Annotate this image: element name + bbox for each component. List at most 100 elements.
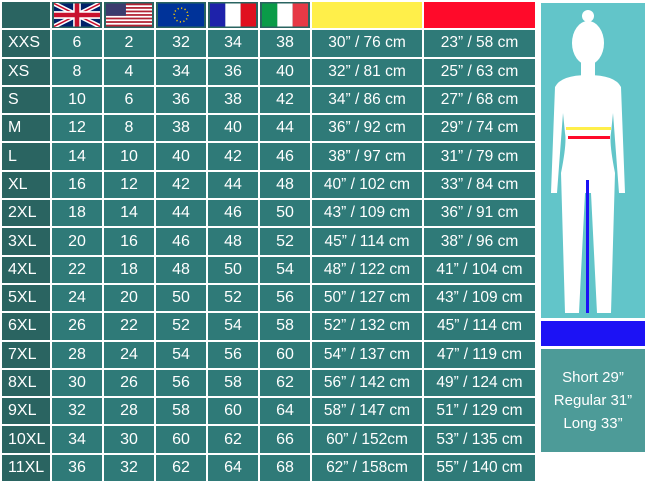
cell-size: S	[2, 86, 50, 114]
cell-eu: 56	[156, 369, 206, 397]
cell-chest: 52” / 132 cm	[312, 313, 422, 340]
cell-it: 48	[260, 171, 310, 199]
cell-us: 22	[104, 313, 154, 340]
cell-eu: 34	[156, 58, 206, 85]
cell-uk: 30	[52, 369, 102, 397]
cell-size: 5XL	[2, 284, 50, 312]
cell-waist: 45” / 114 cm	[424, 313, 535, 340]
cell-size: 2XL	[2, 200, 50, 227]
cell-uk: 16	[52, 171, 102, 199]
cell-us: 30	[104, 426, 154, 453]
cell-uk: 28	[52, 341, 102, 368]
cell-waist: 29” / 74 cm	[424, 115, 535, 142]
cell-waist: 51” / 129 cm	[424, 398, 535, 425]
cell-us: 26	[104, 369, 154, 397]
cell-fr: 36	[208, 58, 258, 85]
waist-color-header	[424, 2, 535, 29]
uk-flag-icon	[52, 2, 102, 29]
cell-eu: 52	[156, 313, 206, 340]
cell-fr: 42	[208, 143, 258, 170]
cell-chest: 40” / 102 cm	[312, 171, 422, 199]
cell-us: 14	[104, 200, 154, 227]
cell-uk: 34	[52, 426, 102, 453]
cell-fr: 64	[208, 454, 258, 481]
cell-size: 11XL	[2, 454, 50, 481]
cell-size: XXS	[2, 30, 50, 57]
cell-chest: 38” / 97 cm	[312, 143, 422, 170]
cell-waist: 33” / 84 cm	[424, 171, 535, 199]
inseam-lengths: Short 29” Regular 31” Long 33”	[541, 349, 645, 452]
cell-chest: 36” / 92 cm	[312, 115, 422, 142]
eu-flag-icon	[156, 2, 206, 29]
cell-it: 50	[260, 200, 310, 227]
cell-eu: 62	[156, 454, 206, 481]
cell-chest: 32” / 81 cm	[312, 58, 422, 85]
cell-fr: 58	[208, 369, 258, 397]
cell-fr: 38	[208, 86, 258, 114]
cell-us: 8	[104, 115, 154, 142]
cell-chest: 50” / 127 cm	[312, 284, 422, 312]
cell-size: L	[2, 143, 50, 170]
cell-us: 28	[104, 398, 154, 425]
cell-us: 4	[104, 58, 154, 85]
waist-line	[568, 136, 610, 139]
cell-it: 40	[260, 58, 310, 85]
cell-eu: 58	[156, 398, 206, 425]
cell-fr: 48	[208, 228, 258, 255]
cell-fr: 60	[208, 398, 258, 425]
length-regular: Regular 31”	[553, 392, 633, 409]
cell-waist: 27” / 68 cm	[424, 86, 535, 114]
length-short: Short 29”	[562, 369, 624, 386]
cell-it: 54	[260, 256, 310, 283]
cell-waist: 49” / 124 cm	[424, 369, 535, 397]
cell-waist: 36” / 91 cm	[424, 200, 535, 227]
chest-color-header	[312, 2, 422, 29]
cell-uk: 26	[52, 313, 102, 340]
cell-uk: 8	[52, 58, 102, 85]
cell-us: 18	[104, 256, 154, 283]
cell-waist: 53” / 135 cm	[424, 426, 535, 453]
cell-eu: 54	[156, 341, 206, 368]
cell-fr: 46	[208, 200, 258, 227]
cell-fr: 44	[208, 171, 258, 199]
cell-chest: 45” / 114 cm	[312, 228, 422, 255]
cell-size: 9XL	[2, 398, 50, 425]
cell-it: 52	[260, 228, 310, 255]
length-long: Long 33”	[563, 415, 623, 432]
cell-uk: 6	[52, 30, 102, 57]
cell-uk: 18	[52, 200, 102, 227]
chest-line	[566, 127, 611, 130]
cell-eu: 40	[156, 143, 206, 170]
cell-size: 3XL	[2, 228, 50, 255]
cell-fr: 54	[208, 313, 258, 340]
cell-fr: 50	[208, 256, 258, 283]
cell-eu: 42	[156, 171, 206, 199]
cell-uk: 12	[52, 115, 102, 142]
cell-waist: 41” / 104 cm	[424, 256, 535, 283]
cell-it: 68	[260, 454, 310, 481]
cell-chest: 30” / 76 cm	[312, 30, 422, 57]
cell-waist: 23” / 58 cm	[424, 30, 535, 57]
cell-eu: 44	[156, 200, 206, 227]
cell-size: 4XL	[2, 256, 50, 283]
cell-eu: 32	[156, 30, 206, 57]
cell-eu: 60	[156, 426, 206, 453]
cell-it: 44	[260, 115, 310, 142]
cell-it: 60	[260, 341, 310, 368]
size-chart-table: XXS 6 2 32 34 38 30” / 76 cm 23” / 58 cm XS 8 4 34 3…	[2, 2, 539, 481]
cell-it: 58	[260, 313, 310, 340]
cell-eu: 48	[156, 256, 206, 283]
cell-uk: 32	[52, 398, 102, 425]
cell-chest: 60” / 152cm	[312, 426, 422, 453]
cell-fr: 52	[208, 284, 258, 312]
cell-uk: 36	[52, 454, 102, 481]
cell-chest: 56” / 142 cm	[312, 369, 422, 397]
cell-size: M	[2, 115, 50, 142]
cell-it: 64	[260, 398, 310, 425]
cell-fr: 40	[208, 115, 258, 142]
cell-waist: 43” / 109 cm	[424, 284, 535, 312]
italy-flag-icon	[260, 2, 310, 29]
cell-uk: 14	[52, 143, 102, 170]
cell-it: 38	[260, 30, 310, 57]
cell-it: 66	[260, 426, 310, 453]
